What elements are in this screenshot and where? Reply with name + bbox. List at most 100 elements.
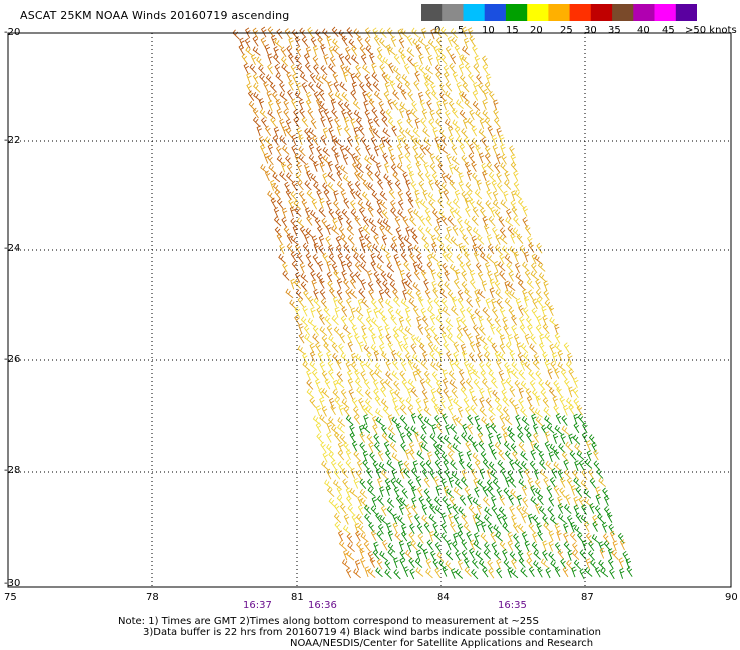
wind-barb <box>544 431 551 443</box>
wind-barb <box>362 450 369 462</box>
wind-barb <box>469 278 477 290</box>
wind-barb <box>380 469 389 480</box>
wind-barb <box>423 406 432 416</box>
wind-barb <box>383 91 390 102</box>
wind-barb <box>472 227 481 237</box>
wind-barb <box>438 559 447 570</box>
wind-barb <box>474 459 481 471</box>
wind-barb <box>598 559 606 570</box>
wind-barb <box>283 108 290 120</box>
wind-barb <box>554 522 560 534</box>
wind-barb <box>410 425 419 435</box>
wind-barb <box>443 434 452 445</box>
wind-barb <box>432 441 440 453</box>
wind-barb <box>288 37 294 49</box>
wind-barb <box>533 560 541 571</box>
wind-barb <box>313 161 319 172</box>
wind-barb <box>263 152 270 164</box>
wind-barb <box>441 478 447 490</box>
wind-barb <box>302 305 308 317</box>
wind-barb <box>553 449 560 460</box>
wind-barb <box>296 217 305 228</box>
wind-barb <box>556 530 562 541</box>
wind-barb <box>452 503 459 515</box>
wind-barb <box>491 505 498 516</box>
wind-barb <box>328 208 335 220</box>
wind-barb <box>457 217 463 228</box>
wind-barb <box>466 461 475 472</box>
wind-barb <box>454 479 463 490</box>
wind-barb <box>298 332 305 344</box>
wind-barb <box>377 53 384 64</box>
wind-barb <box>496 182 504 193</box>
wind-barb <box>427 341 434 353</box>
wind-barb <box>482 307 490 318</box>
wind-barb <box>368 522 375 533</box>
wind-barb <box>337 214 344 226</box>
wind-barb <box>412 261 419 273</box>
wind-barb <box>368 325 375 336</box>
wind-barb <box>573 477 581 488</box>
wind-barb <box>456 135 465 146</box>
wind-barbs-layer <box>232 26 633 580</box>
wind-barb <box>372 81 381 92</box>
wind-barb <box>487 387 493 399</box>
wind-barb <box>429 433 438 444</box>
wind-barb <box>380 271 388 282</box>
wind-barb <box>392 288 399 299</box>
wind-barb <box>353 126 359 138</box>
wind-barb <box>351 81 358 93</box>
wind-barb <box>356 541 364 552</box>
wind-barb <box>347 369 353 381</box>
wind-barb <box>391 468 397 480</box>
wind-barb <box>391 235 398 247</box>
wind-barb <box>474 189 483 200</box>
wind-barb <box>431 280 437 292</box>
wind-barb <box>497 459 505 470</box>
wind-barb <box>505 341 513 353</box>
wind-barb <box>391 349 397 361</box>
wind-barb <box>457 530 464 542</box>
wind-barb <box>541 424 547 436</box>
wind-barb <box>432 558 439 570</box>
wind-barb <box>273 46 279 57</box>
wind-barb <box>415 44 422 55</box>
wind-barb <box>478 128 487 139</box>
wind-barb <box>362 459 370 470</box>
wind-barb <box>390 154 396 166</box>
wind-barb <box>534 254 543 265</box>
wind-barb <box>461 270 468 282</box>
wind-barb <box>371 496 378 508</box>
wind-barb <box>400 298 409 308</box>
wind-barb <box>546 485 553 497</box>
wind-barb <box>418 296 424 308</box>
wind-barb <box>281 63 289 74</box>
wind-barb <box>429 153 436 165</box>
wind-barb <box>494 441 503 453</box>
wind-barb <box>404 80 412 92</box>
wind-barb <box>314 29 323 40</box>
wind-barb <box>294 90 303 101</box>
wind-barb <box>424 44 431 56</box>
wind-barb <box>294 243 301 255</box>
wind-barb <box>520 359 526 371</box>
wind-barb <box>469 548 475 559</box>
wind-barb <box>410 135 417 146</box>
wind-barb <box>481 280 488 292</box>
wind-barb <box>344 54 352 66</box>
wind-barb <box>489 287 496 299</box>
wind-barb <box>298 134 304 146</box>
wind-barb <box>331 225 340 236</box>
wind-barb <box>406 289 415 299</box>
wind-barb <box>517 352 524 363</box>
wind-barb <box>514 190 523 200</box>
wind-barb <box>470 539 476 551</box>
wind-barb <box>353 109 362 120</box>
wind-barb <box>496 487 503 499</box>
wind-barb <box>319 161 326 173</box>
wind-barb <box>545 567 552 579</box>
wind-barb <box>490 470 498 480</box>
wind-barb <box>543 476 549 488</box>
wind-barb <box>344 125 351 137</box>
wind-barb <box>283 99 289 111</box>
